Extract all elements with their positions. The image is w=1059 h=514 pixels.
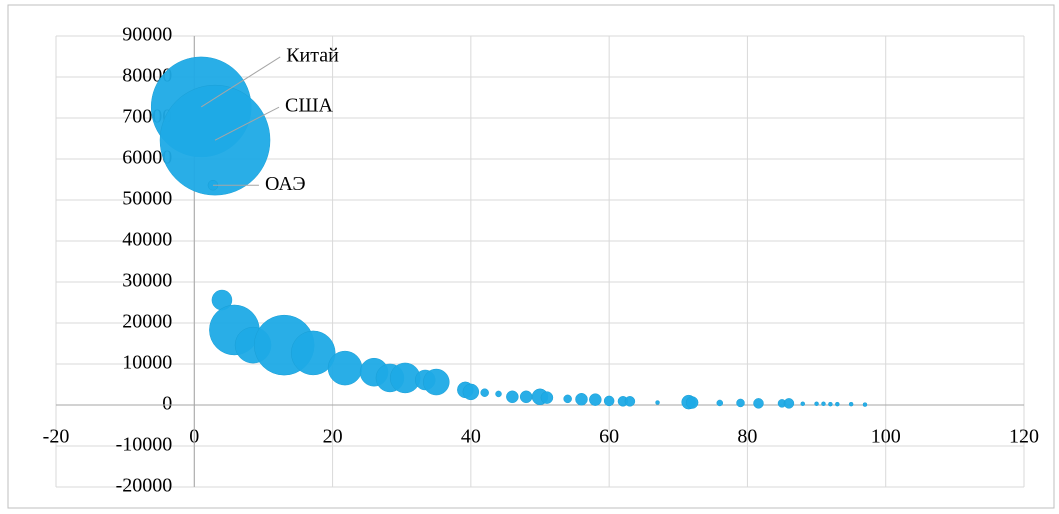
bubble [685, 396, 699, 409]
data-label: Китай [286, 45, 339, 67]
bubble [290, 330, 336, 376]
y-tick-label: -20000 [116, 475, 173, 497]
bubble [862, 402, 868, 407]
leader-line [214, 106, 280, 141]
bubble [835, 401, 840, 407]
bubble [462, 383, 480, 401]
bubble [563, 394, 572, 404]
leader-line [200, 56, 281, 108]
y-tick-label: 40000 [122, 229, 172, 251]
bubble [423, 368, 450, 396]
y-tick-label: 90000 [122, 24, 172, 46]
bubble [821, 401, 826, 407]
bubble [736, 398, 745, 408]
bubble [753, 398, 764, 409]
x-tick-label: -20 [43, 426, 70, 448]
bubble [828, 401, 833, 407]
bubble [814, 401, 819, 407]
bubble [655, 400, 660, 405]
data-label: США [285, 95, 334, 117]
x-tick-label: 100 [871, 426, 901, 448]
bubble [480, 388, 489, 397]
bubble [848, 401, 854, 407]
y-tick-label: 30000 [122, 270, 172, 292]
y-tick-label: -10000 [116, 434, 173, 456]
bubble [327, 350, 363, 386]
x-tick-label: 40 [461, 426, 481, 448]
bubble [783, 398, 795, 409]
y-tick-label: 10000 [122, 352, 172, 374]
bubble [624, 396, 636, 407]
x-tick-label: 20 [323, 426, 343, 448]
bubble [506, 390, 519, 404]
x-tick-label: 80 [737, 426, 757, 448]
y-tick-label: 60000 [122, 147, 172, 169]
x-tick-label: 60 [599, 426, 619, 448]
y-tick-label: 50000 [122, 188, 172, 210]
bubble [575, 393, 588, 406]
bubble [589, 393, 602, 406]
bubble [716, 399, 724, 407]
bubble [800, 401, 805, 407]
bubble [603, 395, 615, 407]
x-tick-label: 120 [1009, 426, 1039, 448]
y-tick-label: 0 [162, 393, 172, 415]
data-label: ОАЭ [265, 173, 306, 195]
y-tick-label: 20000 [122, 311, 172, 333]
bubble [540, 391, 554, 404]
bubble [495, 390, 502, 398]
bubble [519, 390, 533, 404]
